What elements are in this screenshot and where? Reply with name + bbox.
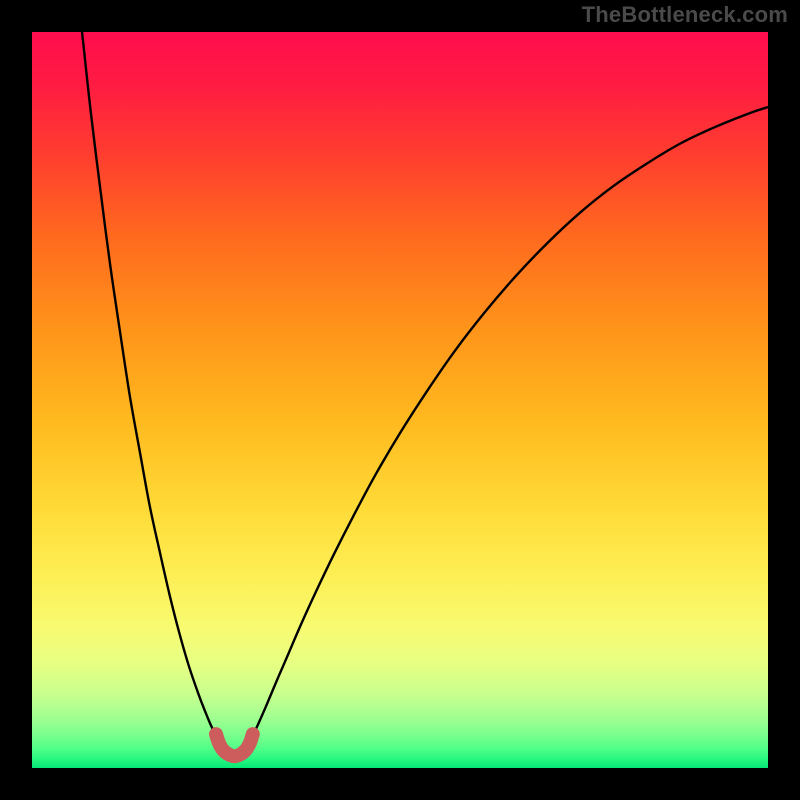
chart-container: TheBottleneck.com: [0, 0, 800, 800]
gradient-background: [32, 32, 768, 768]
chart-svg: [32, 32, 768, 768]
watermark-text: TheBottleneck.com: [582, 2, 788, 28]
plot-area: [32, 32, 768, 768]
